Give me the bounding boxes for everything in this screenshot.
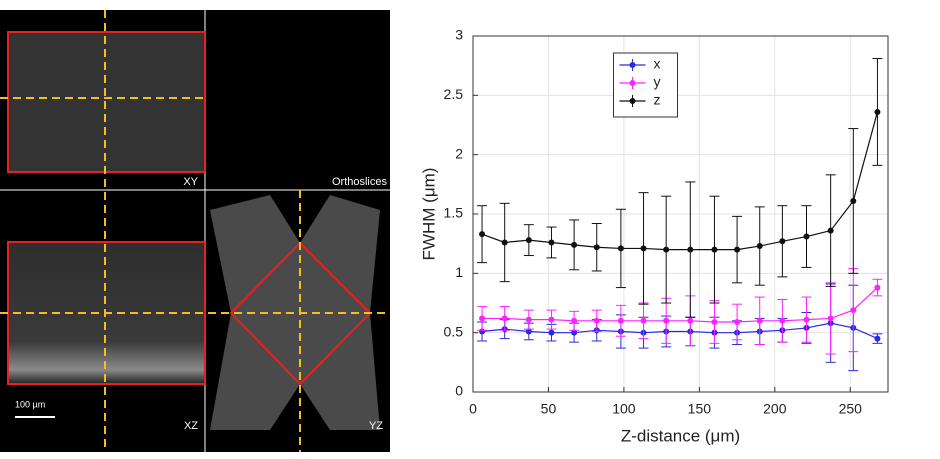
marker — [548, 239, 555, 246]
crosshair — [0, 10, 390, 452]
marker — [874, 284, 881, 291]
marker — [593, 244, 600, 251]
marker — [687, 246, 694, 253]
scale-label: 100 µm — [15, 399, 45, 409]
marker — [687, 317, 694, 324]
marker — [525, 316, 532, 323]
microscopy-panel: 100 µm XY Orthoslices XZ YZ — [0, 10, 390, 452]
legend-label: z — [654, 92, 661, 108]
x-tick-label: 250 — [839, 401, 863, 417]
marker — [803, 316, 810, 323]
panel-label: XY — [183, 176, 198, 188]
marker — [571, 317, 578, 324]
y-axis-label: FWHM (μm) — [419, 168, 438, 261]
legend-box — [613, 52, 678, 118]
marker — [525, 328, 532, 335]
marker — [640, 245, 647, 252]
marker — [779, 317, 786, 324]
marker — [850, 197, 857, 204]
roi-box — [229, 241, 372, 386]
y-tick-label: 1 — [455, 264, 463, 280]
y-tick-label: 1.5 — [444, 205, 464, 221]
marker — [479, 315, 486, 322]
panel-label: XZ — [184, 420, 198, 432]
plot-frame — [472, 35, 889, 393]
marker — [756, 243, 763, 250]
legend-marker — [629, 80, 636, 86]
y-tick-label: 2.5 — [444, 86, 464, 102]
legend: xyz — [613, 52, 678, 118]
x-axis-label: Z-distance (μm) — [621, 426, 740, 445]
marker — [874, 108, 881, 115]
marker — [850, 307, 857, 314]
marker — [571, 241, 578, 248]
marker — [548, 316, 555, 323]
legend-marker — [629, 98, 636, 104]
marker — [479, 231, 486, 238]
panel-label: YZ — [369, 420, 383, 432]
roi-box — [7, 31, 206, 173]
marker — [663, 317, 670, 324]
marker — [779, 238, 786, 245]
y-tick-label: 0 — [455, 383, 463, 399]
xy-slice — [8, 32, 205, 172]
marker — [663, 246, 670, 253]
marker — [803, 233, 810, 240]
x-tick-label: 150 — [688, 401, 712, 417]
y-tick-label: 2 — [455, 145, 463, 161]
y-tick-label: 0.5 — [444, 323, 464, 339]
marker — [711, 318, 718, 325]
marker — [734, 246, 741, 253]
legend-label: y — [654, 74, 661, 90]
chart: 0 0.5 1 1.5 2 2.5 3 0 50 100 150 200 250 Z-distance (… — [419, 27, 889, 445]
marker — [617, 317, 624, 324]
panel-label: Orthoslices — [332, 176, 388, 188]
marker — [571, 329, 578, 336]
marker — [548, 329, 555, 336]
marker — [525, 237, 532, 244]
series-line — [482, 287, 878, 323]
series-line — [481, 111, 879, 251]
yz-slice — [210, 195, 380, 430]
marker — [617, 245, 624, 252]
marker — [501, 239, 508, 246]
series-line — [481, 322, 878, 340]
y-tick-label: 3 — [455, 27, 463, 43]
marker — [827, 315, 834, 322]
x-tick-label: 100 — [612, 401, 636, 417]
marker — [734, 318, 741, 325]
x-tick-label: 200 — [763, 401, 787, 417]
marker — [827, 227, 834, 234]
marker — [593, 317, 600, 324]
marker — [640, 317, 647, 324]
marker — [874, 335, 881, 342]
legend-label: x — [654, 56, 661, 72]
legend-marker — [629, 62, 636, 68]
marker — [711, 246, 718, 253]
marker — [756, 317, 763, 324]
marker — [501, 315, 508, 322]
x-tick-label: 0 — [469, 401, 477, 417]
x-tick-label: 50 — [541, 401, 557, 417]
